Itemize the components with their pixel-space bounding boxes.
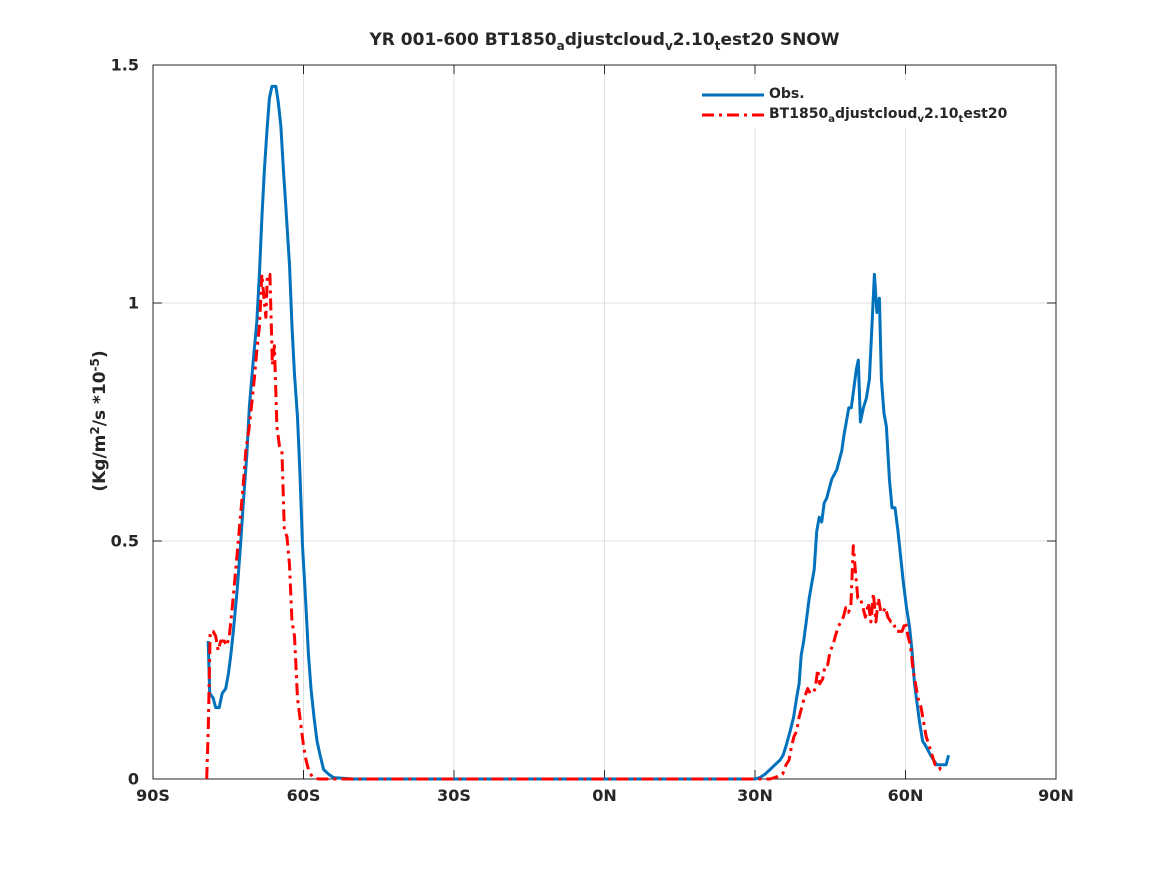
series-line-model	[205, 272, 944, 781]
legend-swatch-model	[702, 113, 764, 117]
y-tick-label: 0	[127, 769, 139, 789]
series-line-obs	[206, 84, 951, 781]
x-tick-label: 90N	[1038, 786, 1074, 805]
x-tick-label: 0N	[592, 786, 617, 805]
x-tick-label: 30N	[737, 786, 773, 805]
legend-label-obs: Obs.	[769, 86, 805, 102]
x-tick-label: 60N	[887, 786, 924, 805]
y-tick-label: 0.5	[110, 531, 139, 551]
legend: Obs. BT1850adjustcloudv2.10test20	[693, 80, 1040, 128]
grid	[153, 65, 1056, 779]
x-tick-label: 90S	[136, 786, 170, 805]
series-lines	[205, 84, 951, 781]
y-axis-label: (Kg/m2/s *10-5)	[88, 350, 110, 492]
chart-title: YR 001-600 BT1850adjustcloudv2.10test20 …	[369, 30, 840, 53]
legend-label-model: BT1850adjustcloudv2.10test20	[769, 106, 1008, 125]
y-tick-label: 1.5	[110, 55, 139, 75]
x-tick-label: 60S	[286, 786, 321, 805]
legend-swatch-obs	[702, 93, 764, 97]
y-tick-label: 1	[127, 293, 139, 313]
x-tick-label: 30S	[437, 786, 471, 805]
